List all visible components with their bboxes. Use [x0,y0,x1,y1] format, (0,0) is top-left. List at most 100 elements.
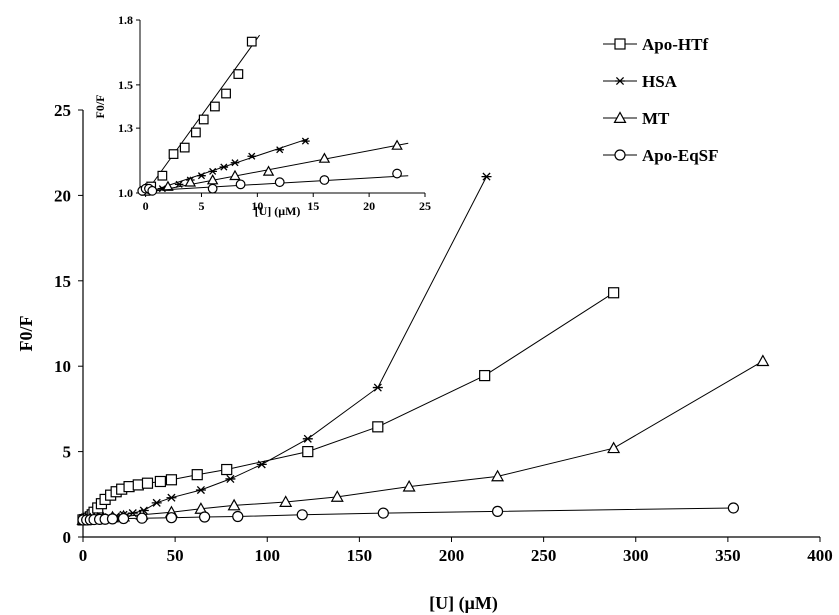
data-point [230,159,240,167]
x-tick-label: 350 [715,546,741,565]
data-point [256,460,267,469]
data-point [491,505,504,517]
inset-plot: 0 5 10 15 20 25 1.0 1.3 1.5 1.8 [U] (μM) F0/F [93,13,431,218]
series-mt [76,354,770,525]
legend-marker [614,38,626,50]
data-point [208,167,217,175]
data-point [262,165,275,176]
data-point [123,481,135,493]
series-line [82,360,764,521]
x-tick-label: 0 [79,546,88,565]
legend-item-hsa: HSA [603,72,678,91]
inset-x-tick-label: 0 [143,199,149,213]
legend-label: MT [642,109,670,128]
inset-y-tick-label: 1.3 [118,121,133,135]
y-tick-label: 10 [54,357,71,376]
data-point [106,513,119,525]
x-axis-title: [U] (μM) [429,593,498,614]
data-point [392,168,402,179]
data-point [232,510,244,523]
data-point [274,177,285,188]
inset-series-apo-htf [140,34,260,196]
legend-item-mt: MT [603,109,670,128]
data-point [233,69,244,79]
data-point [168,149,179,159]
data-point [279,495,293,507]
data-point [166,493,177,502]
data-point [296,509,308,521]
data-point [229,169,241,181]
legend: Apo-HTf HSA MT Apo-EqSF [603,35,719,165]
series-apo-eqsf [77,502,740,526]
data-point [207,183,218,194]
data-point [608,287,620,299]
inset-x-axis-title: [U] (μM) [255,204,301,218]
data-point [402,479,416,492]
data-point [372,421,384,433]
data-point [199,511,211,523]
inset-series-apo-eqsf [137,168,409,196]
data-point [302,446,314,458]
data-point [165,474,178,486]
fit-line [145,34,260,194]
data-point [184,176,197,187]
legend-label: Apo-EqSF [642,146,719,165]
data-point [219,163,229,171]
data-point [235,179,246,190]
x-tick-label: 250 [531,546,557,565]
x-tick-label: 300 [623,546,649,565]
data-point [209,101,220,112]
data-point [151,498,162,507]
data-point [301,137,310,145]
data-point [197,172,206,180]
inset-x-tick-label: 5 [198,199,204,213]
legend-marker [615,76,625,86]
y-tick-label: 25 [54,101,71,120]
legend-marker [614,149,626,161]
inset-x-tick-label: 15 [307,199,319,213]
x-tick-label: 150 [347,546,373,565]
x-tick-label: 50 [167,546,184,565]
y-tick-label: 5 [63,443,72,462]
data-point [275,146,285,154]
data-point [195,485,206,495]
data-point [198,114,209,125]
inset-x-tick-label: 25 [419,199,431,213]
data-point [247,152,257,160]
series-hsa [78,172,492,524]
data-point [491,469,505,482]
series-line [83,507,734,521]
data-point [132,479,144,491]
data-point [225,474,236,483]
series-apo-htf [77,287,620,526]
inset-y-tick-label: 1.8 [118,13,133,27]
inset-y-axis-title: F0/F [93,95,107,119]
data-point [154,475,166,488]
data-point [157,170,168,181]
legend-item-apo-eqsf: Apo-EqSF [603,146,719,165]
data-point [141,477,154,489]
data-point [377,507,389,519]
data-point [302,434,313,443]
data-point [162,180,174,191]
inset-x-tick-label: 10 [251,199,263,213]
x-tick-label: 100 [255,546,281,565]
y-tick-label: 20 [54,186,71,205]
data-point [221,463,233,476]
data-point [147,185,158,196]
series-line [82,176,487,521]
data-point [727,502,740,514]
data-point [165,512,178,524]
x-tick-label: 400 [807,546,833,565]
inset-x-tick-label: 20 [363,199,375,213]
data-point [372,383,383,392]
legend-label: HSA [642,72,678,91]
y-tick-label: 0 [63,528,72,547]
x-tick-label: 200 [439,546,465,565]
data-point [117,512,130,525]
inset-y-tick-label: 1.0 [118,186,133,200]
data-point [190,127,201,138]
data-point [191,469,203,481]
